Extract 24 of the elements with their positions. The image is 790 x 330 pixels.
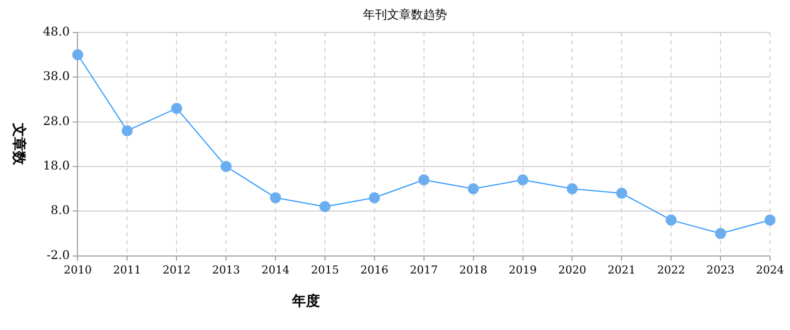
y-tick-label: 38.0 — [43, 69, 70, 84]
chart-title: 年刊文章数趋势 — [363, 7, 447, 22]
x-tick-label: 2019 — [508, 263, 537, 276]
x-tick-label: 2021 — [608, 263, 636, 276]
x-tick-label: 2017 — [410, 263, 438, 276]
x-axis-title: 年度 — [291, 292, 320, 310]
x-tick-label: 2012 — [162, 263, 191, 276]
x-tick-label: 2016 — [360, 263, 388, 276]
y-tick-label: 8.0 — [50, 203, 70, 218]
x-tick-label: 2010 — [64, 263, 92, 276]
x-tick-label: 2024 — [756, 263, 784, 276]
y-tick-label: 18.0 — [43, 158, 70, 173]
y-tick-label: -2.0 — [46, 248, 70, 262]
x-tick-label: 2020 — [558, 263, 586, 276]
y-tick-label: 28.0 — [43, 114, 70, 128]
x-tick-label: 2015 — [310, 263, 339, 276]
x-tick-label: 2023 — [706, 263, 735, 276]
y-tick-label: 48.0 — [43, 24, 70, 39]
x-tick-label: 2013 — [212, 263, 240, 276]
x-tick-label: 2022 — [657, 263, 686, 276]
x-tick-label: 2018 — [459, 263, 488, 276]
x-tick-label: 2014 — [262, 263, 290, 276]
x-tick-label: 2011 — [113, 263, 142, 276]
y-axis-title: 文章数 — [10, 122, 28, 166]
